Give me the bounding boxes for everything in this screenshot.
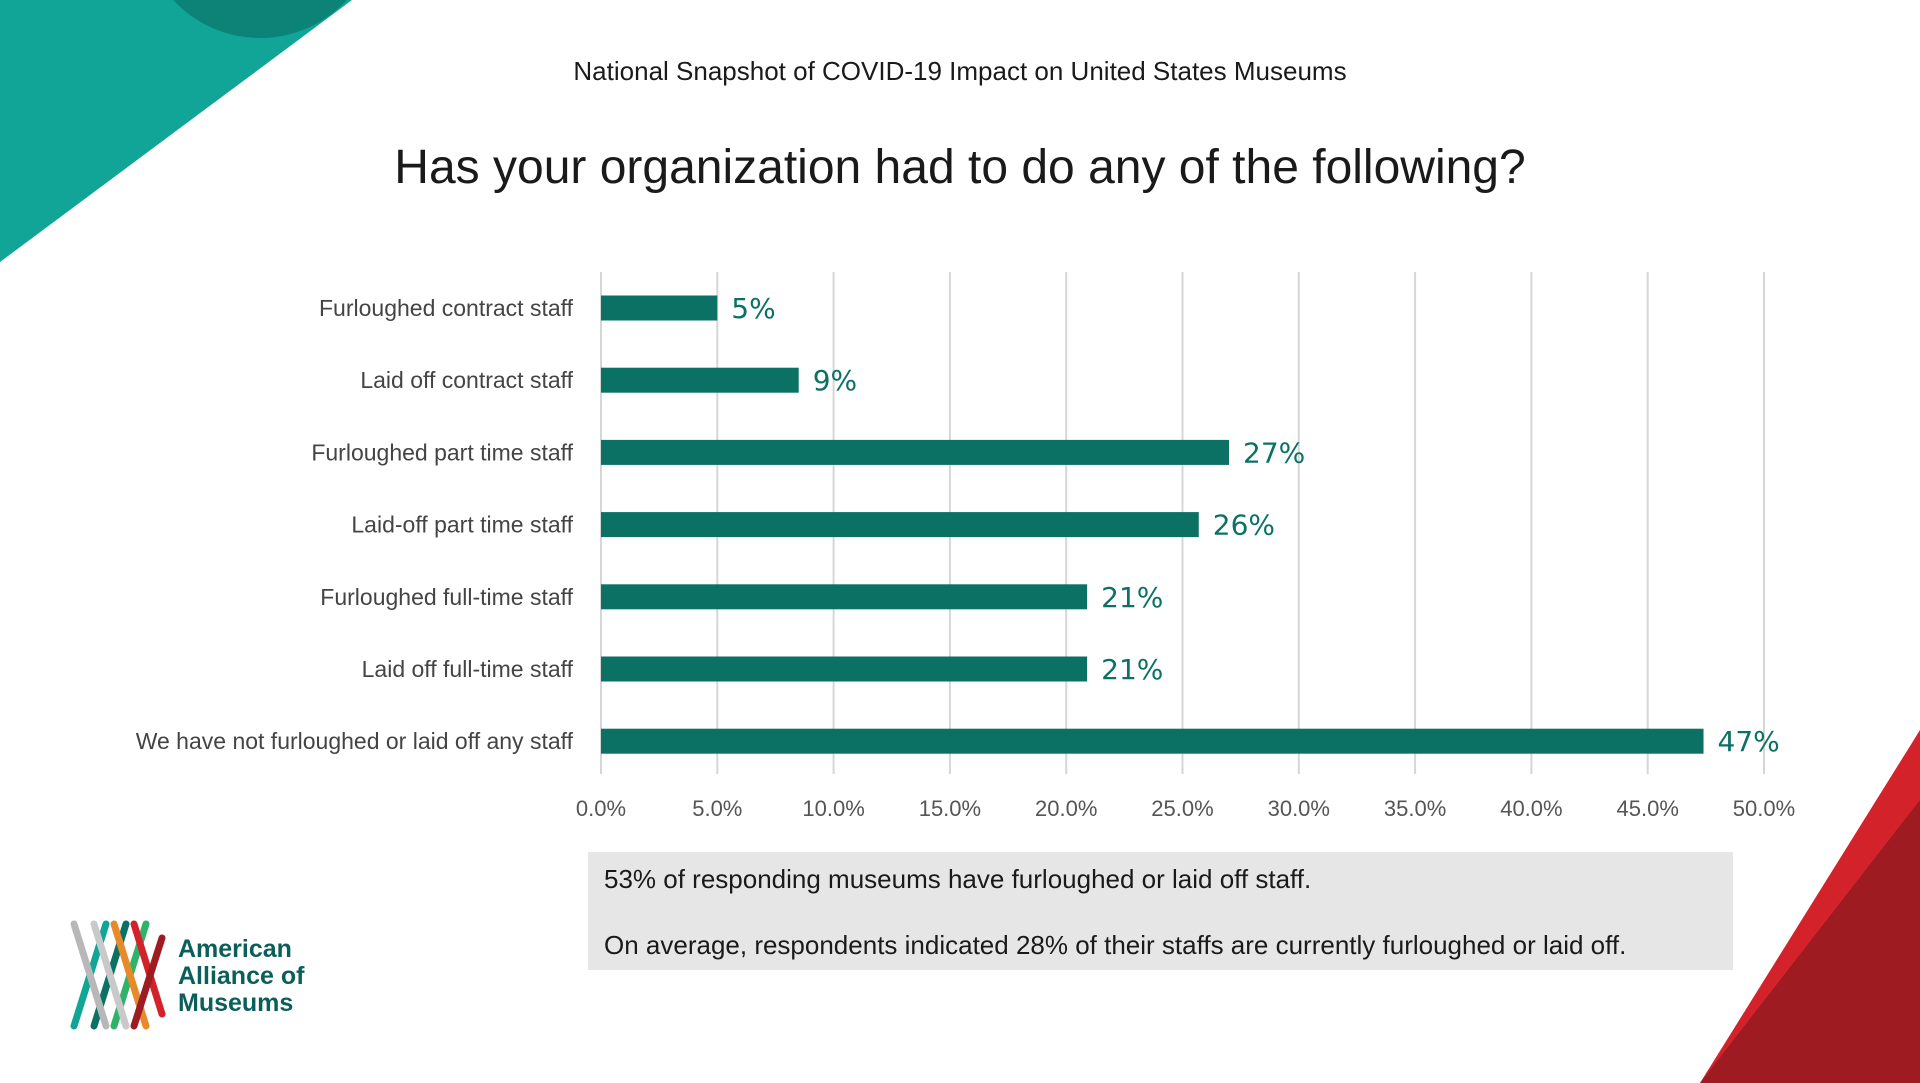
x-tick-label: 40.0%	[1500, 796, 1562, 821]
top-left-dark-circle	[173, 0, 347, 38]
bar	[601, 512, 1199, 538]
x-tick-label: 5.0%	[692, 796, 742, 821]
x-tick-label: 50.0%	[1733, 796, 1795, 821]
page-supertitle: National Snapshot of COVID-19 Impact on …	[573, 56, 1347, 86]
page-title: Has your organization had to do any of t…	[394, 141, 1526, 194]
data-label: 26%	[1213, 509, 1275, 542]
top-left-teal-triangle	[0, 0, 352, 262]
chart-data-labels: 5% 9% 27% 26% 21% 21% 47%	[731, 292, 1779, 758]
x-tick-label: 20.0%	[1035, 796, 1097, 821]
chart-category-labels: Furloughed contract staff Laid off contra…	[136, 295, 574, 754]
category-label: Laid off contract staff	[360, 367, 573, 393]
data-label: 21%	[1101, 581, 1163, 614]
x-tick-label: 15.0%	[919, 796, 981, 821]
bar	[601, 295, 718, 321]
summary-line-2: On average, respondents indicated 28% of…	[604, 930, 1627, 960]
x-tick-label: 35.0%	[1384, 796, 1446, 821]
category-label: Furloughed contract staff	[319, 295, 574, 321]
category-label: Furloughed full-time staff	[320, 584, 573, 610]
chart-bars	[601, 295, 1704, 754]
logo-line-1: American	[178, 935, 292, 963]
data-label: 47%	[1718, 725, 1780, 758]
aam-logo-mark-icon	[70, 920, 166, 1030]
bottom-right-darkred-triangle	[1700, 800, 1920, 1083]
logo-line-3: Museums	[178, 989, 294, 1017]
data-label: 9%	[813, 364, 857, 397]
bar	[601, 728, 1704, 754]
summary-line-1: 53% of responding museums have furloughe…	[604, 864, 1312, 894]
chart-x-tick-labels: 0.0% 5.0% 10.0% 15.0% 20.0% 25.0% 30.0% 35.0% 40…	[576, 796, 1795, 821]
aam-logo-text: American Alliance of Museums	[178, 936, 304, 1017]
category-label: Laid off full-time staff	[362, 656, 574, 682]
x-tick-label: 0.0%	[576, 796, 626, 821]
aam-logo: American Alliance of Museums	[66, 918, 346, 1033]
x-tick-label: 45.0%	[1617, 796, 1679, 821]
x-tick-label: 25.0%	[1151, 796, 1213, 821]
bar	[601, 439, 1230, 465]
data-label: 5%	[731, 292, 775, 325]
data-label: 21%	[1101, 653, 1163, 686]
category-label: Furloughed part time staff	[311, 439, 573, 465]
category-label: We have not furloughed or laid off any s…	[136, 728, 574, 754]
bar	[601, 656, 1088, 682]
data-label: 27%	[1243, 436, 1305, 469]
x-tick-label: 10.0%	[802, 796, 864, 821]
bar	[601, 584, 1088, 610]
summary-box: 53% of responding museums have furloughe…	[588, 852, 1733, 970]
chart-gridlines	[600, 272, 1765, 774]
x-tick-label: 30.0%	[1268, 796, 1330, 821]
bar	[601, 367, 799, 393]
category-label: Laid-off part time staff	[351, 512, 573, 538]
logo-line-2: Alliance of	[178, 962, 305, 990]
